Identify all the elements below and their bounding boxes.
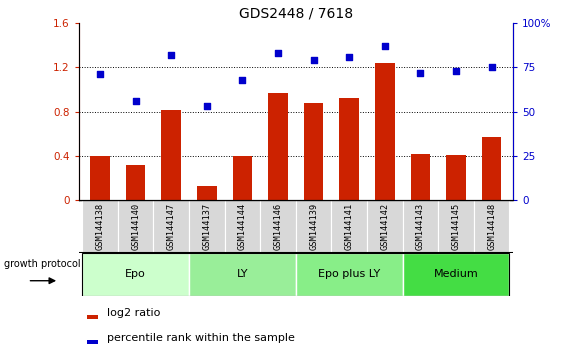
Point xyxy=(167,52,176,58)
Bar xyxy=(447,155,466,200)
Point xyxy=(451,68,461,74)
Bar xyxy=(153,200,189,253)
Text: GSM144145: GSM144145 xyxy=(452,203,461,250)
Point xyxy=(131,98,141,104)
Bar xyxy=(403,253,510,296)
Bar xyxy=(260,200,296,253)
Bar xyxy=(296,253,403,296)
Bar xyxy=(438,200,474,253)
Point xyxy=(238,77,247,82)
Bar xyxy=(296,200,332,253)
Bar xyxy=(304,103,324,200)
Text: Epo plus LY: Epo plus LY xyxy=(318,269,380,279)
Text: Medium: Medium xyxy=(434,269,479,279)
Bar xyxy=(339,98,359,200)
Bar xyxy=(90,156,110,200)
Point xyxy=(202,103,212,109)
Text: GSM144146: GSM144146 xyxy=(273,203,283,250)
Point xyxy=(96,72,105,77)
Text: GSM144142: GSM144142 xyxy=(380,203,389,250)
Text: GSM144137: GSM144137 xyxy=(202,203,212,250)
Text: percentile rank within the sample: percentile rank within the sample xyxy=(107,333,295,343)
Text: GSM144147: GSM144147 xyxy=(167,203,175,250)
Text: GSM144139: GSM144139 xyxy=(309,203,318,250)
Bar xyxy=(403,200,438,253)
Text: GSM144141: GSM144141 xyxy=(345,203,354,250)
Point xyxy=(487,64,496,70)
Bar xyxy=(87,315,98,319)
Text: growth protocol: growth protocol xyxy=(4,259,80,269)
Bar xyxy=(197,185,217,200)
Bar xyxy=(233,156,252,200)
Bar xyxy=(410,154,430,200)
Text: GSM144140: GSM144140 xyxy=(131,203,140,250)
Bar xyxy=(375,63,395,200)
Point xyxy=(416,70,425,75)
Bar xyxy=(82,200,118,253)
Bar xyxy=(367,200,403,253)
Text: GSM144143: GSM144143 xyxy=(416,203,425,250)
Text: GSM144148: GSM144148 xyxy=(487,203,496,250)
Title: GDS2448 / 7618: GDS2448 / 7618 xyxy=(239,6,353,21)
Text: GSM144138: GSM144138 xyxy=(96,203,104,250)
Text: log2 ratio: log2 ratio xyxy=(107,308,160,318)
Bar xyxy=(87,341,98,344)
Bar xyxy=(224,200,260,253)
Point xyxy=(273,50,283,56)
Bar xyxy=(268,93,288,200)
Bar xyxy=(126,165,145,200)
Bar xyxy=(482,137,501,200)
Point xyxy=(380,43,389,49)
Point xyxy=(345,54,354,59)
Text: LY: LY xyxy=(237,269,248,279)
Bar xyxy=(189,200,224,253)
Bar xyxy=(118,200,153,253)
Text: Epo: Epo xyxy=(125,269,146,279)
Point xyxy=(309,57,318,63)
Bar xyxy=(474,200,510,253)
Bar xyxy=(82,253,189,296)
Bar xyxy=(189,253,296,296)
Text: GSM144144: GSM144144 xyxy=(238,203,247,250)
Bar xyxy=(332,200,367,253)
Bar xyxy=(161,110,181,200)
